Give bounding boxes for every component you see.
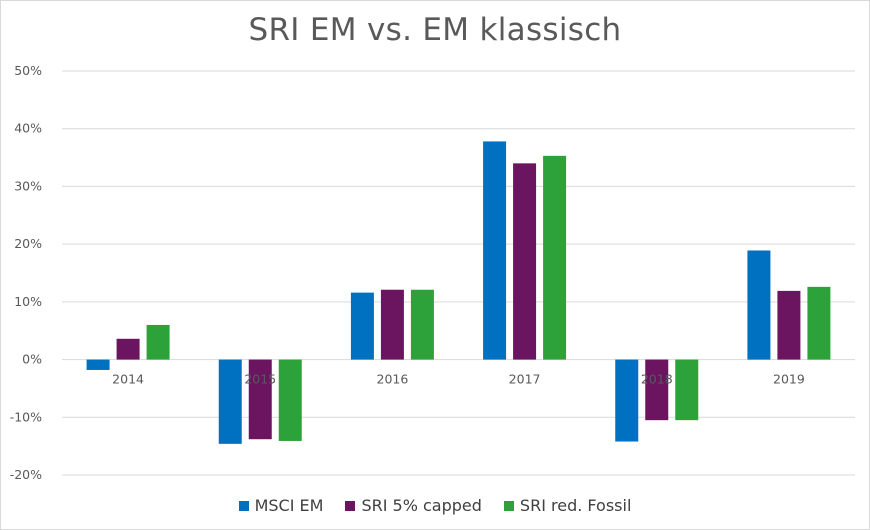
legend-item: SRI red. Fossil	[503, 496, 632, 515]
bar-sri-5-capped-2014	[116, 338, 140, 360]
bar-msci-em-2014	[86, 359, 110, 370]
bar-sri-red-fossil-2015	[278, 359, 302, 441]
chart-title: SRI EM vs. EM klassisch	[248, 12, 622, 48]
x-tick-label: 2014	[112, 372, 144, 387]
x-tick-label: 2016	[377, 372, 409, 387]
bar-sri-5-capped-2017	[513, 163, 537, 360]
bar-sri-red-fossil-2018	[675, 359, 699, 421]
y-tick-label: 40%	[14, 121, 42, 136]
bar-msci-em-2017	[483, 141, 507, 360]
legend-item: SRI 5% capped	[345, 496, 482, 515]
bar-msci-em-2018	[615, 359, 639, 442]
y-tick-label: -20%	[10, 467, 42, 482]
legend-swatch	[503, 500, 514, 511]
bar-sri-red-fossil-2014	[146, 324, 170, 360]
y-tick-label: 0%	[22, 352, 42, 367]
bar-sri-5-capped-2018	[645, 359, 669, 421]
legend-label: SRI 5% capped	[361, 496, 482, 515]
bar-sri-red-fossil-2019	[807, 286, 831, 360]
bar-sri-5-capped-2019	[777, 290, 801, 360]
bar-sri-5-capped-2015	[248, 359, 272, 440]
bar-sri-red-fossil-2017	[543, 155, 567, 360]
y-tick-label: 50%	[14, 63, 42, 78]
legend-label: MSCI EM	[254, 496, 324, 515]
legend-item: MSCI EM	[238, 496, 324, 515]
legend-swatch	[345, 500, 356, 511]
x-tick-label: 2017	[509, 372, 541, 387]
y-tick-label: 10%	[14, 294, 42, 309]
y-tick-label: -10%	[10, 409, 42, 424]
y-tick-label: 20%	[14, 236, 42, 251]
bar-msci-em-2019	[747, 250, 771, 360]
x-tick-label: 2019	[773, 372, 805, 387]
bar-msci-em-2016	[350, 292, 374, 360]
bar-sri-5-capped-2016	[380, 289, 404, 360]
x-tick-label: 2015	[244, 372, 276, 387]
bar-sri-red-fossil-2016	[410, 289, 434, 360]
bar-msci-em-2015	[218, 359, 242, 444]
y-tick-label: 30%	[14, 178, 42, 193]
legend-swatch	[238, 500, 249, 511]
x-tick-label: 2018	[641, 372, 673, 387]
legend-label: SRI red. Fossil	[519, 496, 632, 515]
chart-legend: MSCI EM SRI 5% capped SRI red. Fossil	[0, 496, 870, 515]
